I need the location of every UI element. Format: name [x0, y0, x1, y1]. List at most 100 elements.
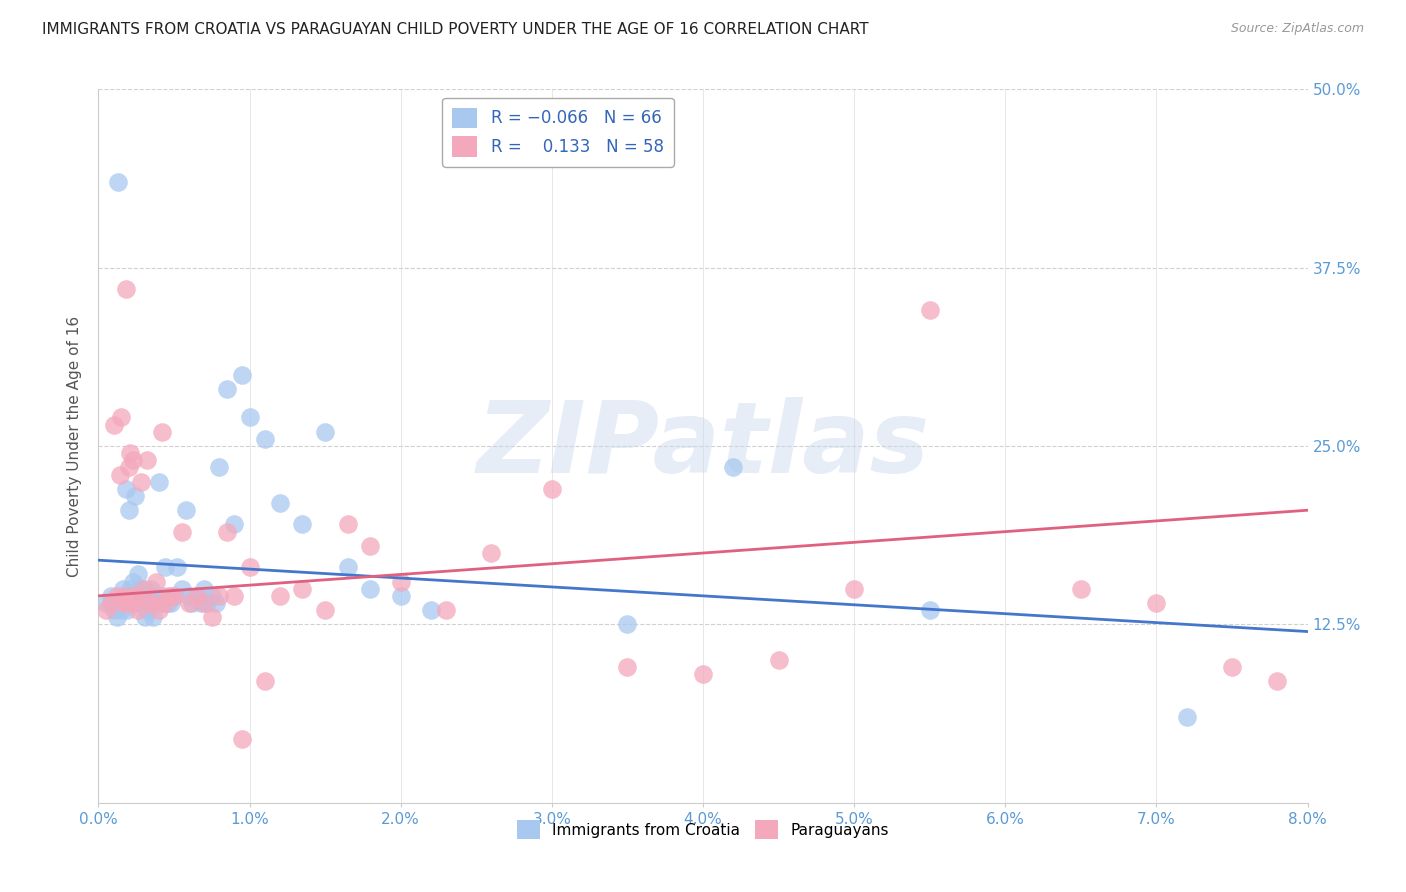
Point: [179, 596, 201, 610]
Point: [128, 582, 150, 596]
Point: [195, 596, 218, 610]
Point: [389, 574, 412, 589]
Point: [145, 574, 167, 589]
Point: [239, 560, 262, 574]
Point: [110, 603, 132, 617]
Point: [1220, 660, 1243, 674]
Point: [115, 596, 138, 610]
Point: [166, 560, 188, 574]
Point: [170, 524, 193, 539]
Point: [108, 467, 131, 482]
Point: [127, 603, 149, 617]
Point: [121, 589, 143, 603]
Point: [107, 175, 129, 189]
Point: [186, 589, 208, 603]
Point: [150, 589, 173, 603]
Point: [122, 574, 145, 589]
Point: [111, 596, 134, 610]
Text: Source: ZipAtlas.com: Source: ZipAtlas.com: [1230, 22, 1364, 36]
Point: [291, 517, 314, 532]
Point: [135, 453, 157, 467]
Point: [291, 582, 314, 596]
Point: [125, 596, 148, 610]
Point: [208, 460, 231, 475]
Point: [723, 460, 745, 475]
Point: [136, 603, 159, 617]
Point: [94, 596, 117, 610]
Point: [129, 475, 152, 489]
Point: [111, 582, 134, 596]
Point: [103, 596, 125, 610]
Point: [181, 596, 204, 610]
Point: [224, 589, 246, 603]
Point: [163, 589, 186, 603]
Point: [231, 731, 253, 746]
Point: [481, 546, 503, 560]
Point: [135, 589, 157, 603]
Point: [918, 603, 941, 617]
Point: [120, 446, 142, 460]
Point: [420, 603, 443, 617]
Point: [129, 589, 152, 603]
Point: [193, 582, 215, 596]
Point: [132, 582, 155, 596]
Point: [170, 582, 193, 596]
Text: IMMIGRANTS FROM CROATIA VS PARAGUAYAN CHILD POVERTY UNDER THE AGE OF 16 CORRELAT: IMMIGRANTS FROM CROATIA VS PARAGUAYAN CH…: [42, 22, 869, 37]
Point: [160, 596, 183, 610]
Point: [201, 589, 224, 603]
Point: [131, 582, 153, 596]
Point: [314, 603, 336, 617]
Point: [100, 589, 122, 603]
Point: [215, 382, 238, 396]
Point: [121, 596, 143, 610]
Point: [336, 517, 359, 532]
Point: [156, 596, 179, 610]
Point: [174, 503, 197, 517]
Point: [269, 496, 291, 510]
Point: [360, 539, 382, 553]
Point: [100, 596, 122, 610]
Point: [118, 503, 141, 517]
Point: [145, 589, 167, 603]
Point: [360, 582, 382, 596]
Text: ZIPatlas: ZIPatlas: [477, 398, 929, 494]
Point: [153, 596, 176, 610]
Point: [115, 603, 138, 617]
Point: [156, 589, 179, 603]
Point: [148, 603, 170, 617]
Point: [142, 596, 165, 610]
Point: [215, 524, 238, 539]
Point: [692, 667, 714, 681]
Point: [112, 589, 135, 603]
Point: [150, 425, 173, 439]
Point: [201, 610, 224, 624]
Point: [616, 660, 638, 674]
Point: [124, 596, 146, 610]
Point: [269, 589, 291, 603]
Point: [105, 610, 128, 624]
Point: [179, 589, 201, 603]
Point: [105, 589, 128, 603]
Point: [127, 567, 149, 582]
Point: [153, 560, 176, 574]
Point: [208, 589, 231, 603]
Point: [224, 517, 246, 532]
Point: [110, 410, 132, 425]
Point: [103, 603, 125, 617]
Point: [114, 482, 136, 496]
Point: [253, 674, 276, 689]
Point: [918, 303, 941, 318]
Point: [239, 410, 262, 425]
Point: [1146, 596, 1168, 610]
Point: [163, 589, 186, 603]
Point: [94, 603, 117, 617]
Point: [132, 596, 155, 610]
Point: [160, 589, 183, 603]
Legend: Immigrants from Croatia, Paraguayans: Immigrants from Croatia, Paraguayans: [510, 814, 896, 845]
Point: [1267, 674, 1289, 689]
Point: [118, 460, 141, 475]
Point: [1070, 582, 1092, 596]
Point: [112, 589, 135, 603]
Point: [141, 582, 163, 596]
Point: [120, 582, 142, 596]
